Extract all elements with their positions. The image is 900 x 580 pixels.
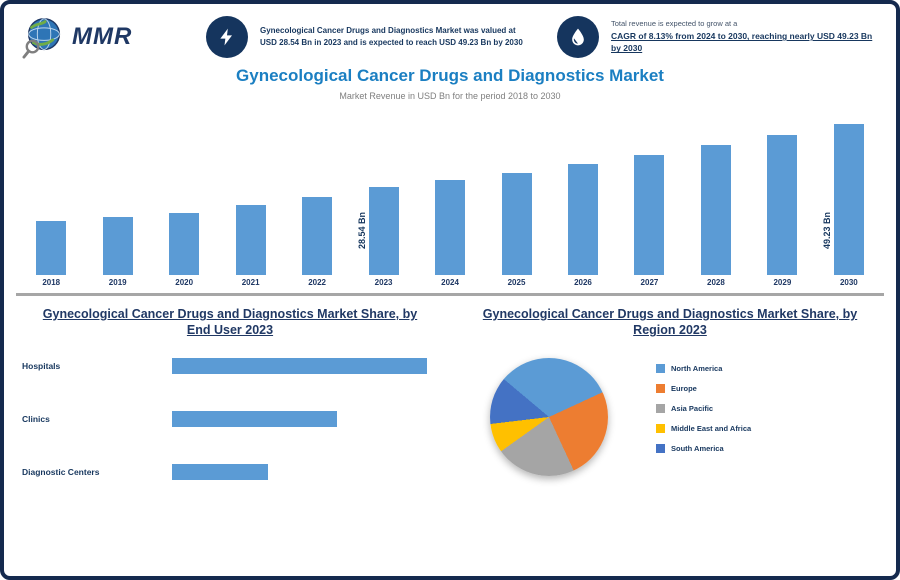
year-label: 2029 <box>773 278 792 287</box>
legend-item: South America <box>656 444 751 453</box>
header: MMR Gynecological Cancer Drugs and Diagn… <box>4 4 896 62</box>
bar <box>767 135 798 275</box>
legend-swatch <box>656 364 665 373</box>
legend-swatch <box>656 404 665 413</box>
hbar-track <box>172 464 438 480</box>
hbar-row: Hospitals <box>22 358 438 374</box>
bar <box>302 197 333 275</box>
bar-column <box>483 115 549 275</box>
bar-column: 49.23 Bn <box>816 115 882 275</box>
year-label: 2028 <box>707 278 725 287</box>
year-label: 2021 <box>241 278 260 287</box>
bar-column <box>151 115 217 275</box>
year-label: 2020 <box>175 278 194 287</box>
hbar-label: Hospitals <box>22 361 61 371</box>
year-label: 2018 <box>42 278 61 287</box>
legend-item: Asia Pacific <box>656 404 751 413</box>
bar-column <box>749 115 815 275</box>
bar <box>634 155 665 275</box>
hbar-track <box>172 358 438 374</box>
year-label: 2019 <box>108 278 127 287</box>
year-label: 2030 <box>839 278 858 287</box>
bar-series: 28.54 Bn 49.23 Bn <box>18 115 882 275</box>
stat-block-valuation: Gynecological Cancer Drugs and Diagnosti… <box>206 16 523 58</box>
section-title-left: Gynecological Cancer Drugs and Diagnosti… <box>42 307 418 338</box>
legend-swatch <box>656 424 665 433</box>
stat-cagr-value: CAGR of 8.13% from 2024 to 2030, reachin… <box>611 31 873 54</box>
section-title-right: Gynecological Cancer Drugs and Diagnosti… <box>482 307 858 338</box>
droplet-icon <box>557 16 599 58</box>
revenue-bar-chart: 28.54 Bn 49.23 Bn 2018 2019 2020 2021 2022 202… <box>18 115 882 287</box>
hbar-label: Diagnostic Centers <box>22 467 100 477</box>
bar <box>833 123 864 275</box>
logo-text: MMR <box>72 23 133 50</box>
year-label: 2025 <box>507 278 526 287</box>
legend-label: North America <box>671 364 723 373</box>
bar-column <box>683 115 749 275</box>
hbar-row: Diagnostic Centers <box>22 464 438 480</box>
stat-text-cagr: Total revenue is expected to grow at a C… <box>611 19 874 55</box>
bar-column <box>284 115 350 275</box>
bar <box>501 172 532 275</box>
lightning-icon <box>206 16 248 58</box>
bar-column <box>84 115 150 275</box>
end-user-bar-chart: Hospitals Clinics Diagnostic Centers <box>22 358 438 480</box>
bar-column <box>18 115 84 275</box>
bottom-section: Gynecological Cancer Drugs and Diagnosti… <box>4 296 896 517</box>
year-label: 2024 <box>441 278 459 287</box>
hbar <box>172 358 428 374</box>
legend: North America Europe Asia Pacific Middle Ea… <box>656 364 751 464</box>
year-axis: 2018 2019 2020 2021 2022 2023 2024 2025 2026 2027… <box>18 278 882 287</box>
region-panel: Gynecological Cancer Drugs and Diagnosti… <box>462 306 878 517</box>
bar <box>700 145 731 275</box>
hbar <box>172 411 337 427</box>
stat-text-valuation: Gynecological Cancer Drugs and Diagnosti… <box>260 26 523 47</box>
year-label: 2022 <box>308 278 326 287</box>
page-title: Gynecological Cancer Drugs and Diagnosti… <box>236 66 664 85</box>
year-label: 2027 <box>640 278 659 287</box>
region-pie-chart: North America Europe Asia Pacific Middle Ea… <box>462 342 878 476</box>
legend-label: Asia Pacific <box>671 404 714 413</box>
bar <box>435 180 466 275</box>
legend-item: Europe <box>656 384 751 393</box>
year-label: 2026 <box>574 278 592 287</box>
legend-label: Europe <box>671 384 697 393</box>
legend-item: Middle East and Africa <box>656 424 751 433</box>
bar-column <box>417 115 483 275</box>
bar-column <box>550 115 616 275</box>
page-subtitle: Market Revenue in USD Bn for the period … <box>339 91 561 101</box>
bar <box>567 164 598 275</box>
bar-column <box>616 115 682 275</box>
bar-column <box>217 115 283 275</box>
hbar-track <box>172 411 438 427</box>
legend-swatch <box>656 444 665 453</box>
bar <box>169 213 200 275</box>
bar <box>36 221 67 275</box>
year-label: 2023 <box>374 278 393 287</box>
legend-swatch <box>656 384 665 393</box>
bar <box>102 216 133 275</box>
bar-column: 28.54 Bn <box>350 115 416 275</box>
bar <box>235 205 266 275</box>
legend-item: North America <box>656 364 751 373</box>
hbar-row: Clinics <box>22 411 438 427</box>
mmr-logo: MMR <box>22 14 172 60</box>
globe-icon <box>22 18 61 59</box>
legend-label: Middle East and Africa <box>671 424 752 433</box>
legend-label: South America <box>671 444 724 453</box>
hbar-label: Clinics <box>22 414 50 424</box>
stat-cagr-intro: Total revenue is expected to grow at a <box>611 19 738 29</box>
bar <box>368 187 399 275</box>
pie <box>490 358 608 476</box>
bar-value-label: 28.54 Bn <box>356 211 367 249</box>
end-user-panel: Gynecological Cancer Drugs and Diagnosti… <box>22 306 438 517</box>
bar-value-label: 49.23 Bn <box>821 211 832 249</box>
axis-divider <box>16 293 884 296</box>
stat-block-cagr: Total revenue is expected to grow at a C… <box>557 16 874 58</box>
hbar <box>172 464 268 480</box>
